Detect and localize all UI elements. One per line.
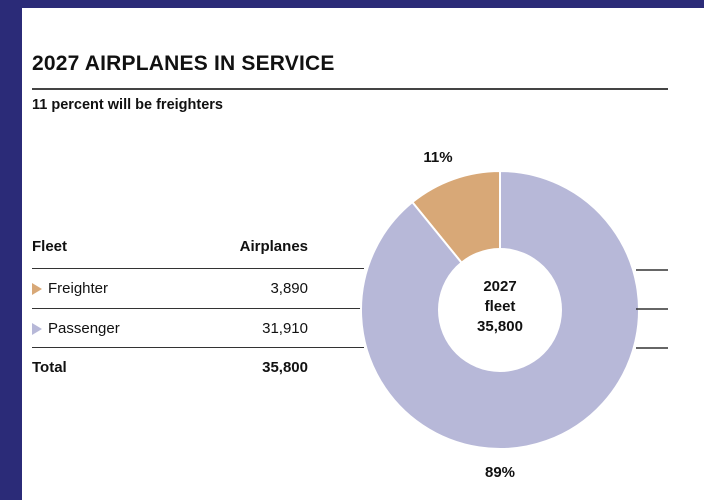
center-label-year: 2027 [483, 278, 516, 295]
center-label-fleet: fleet [485, 298, 516, 315]
center-label-total: 35,800 [477, 318, 523, 335]
data-label-freighter: 11% [423, 149, 452, 166]
data-label-passenger: 89% [485, 464, 515, 481]
